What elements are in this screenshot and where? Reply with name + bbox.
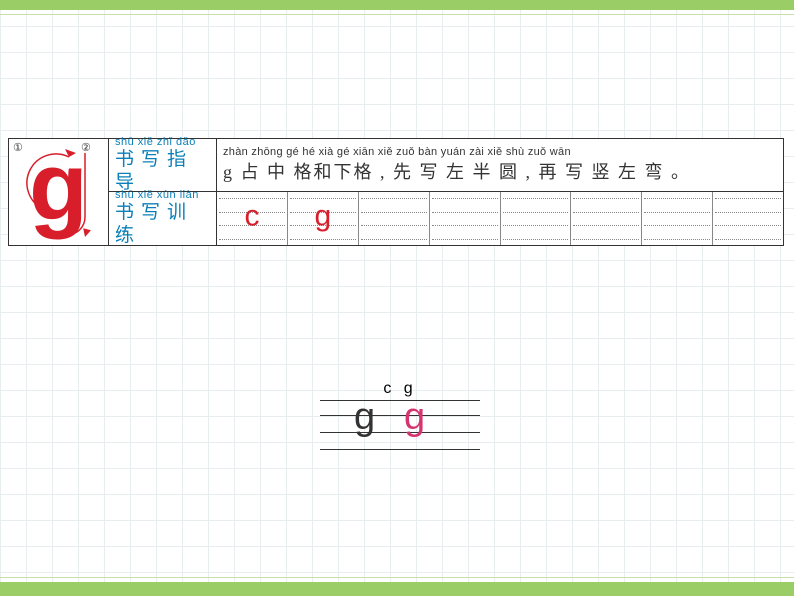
big-letter-cell: ① ② g [9,139,109,245]
practice-cell [571,192,642,245]
lower-example: c g gg [320,380,480,450]
guide-label-cell: shū xiě zhǐ dǎo 书写指导 [109,139,217,191]
practice-cell [501,192,572,245]
practice-cell [359,192,430,245]
guide-pinyin-text: zhàn zhōng gé hé xià gé xiān xiě zuǒ bàn… [223,146,777,158]
practice-cell [642,192,713,245]
practice-letter: g [314,199,331,233]
example-letter: g [354,404,375,431]
lower-top-text: c g [320,380,480,400]
instruction-right-column: shū xiě zhǐ dǎo 书写指导 zhàn zhōng gé hé xi… [109,139,783,245]
example-letter: g [404,404,425,431]
practice-cell: g [288,192,359,245]
guide-label-hanzi: 书写指导 [115,149,210,195]
practice-label-pinyin: shū xiě xùn liàn [115,189,210,202]
practice-letter: c [244,199,259,233]
guide-label-pinyin: shū xiě zhǐ dǎo [115,136,210,149]
bottom-green-line [0,577,794,578]
practice-label-cell: shū xiě xùn liàn 书写训练 [109,192,217,245]
guide-hanzi-text: g 占 中 格和下格 , 先 写 左 半 圆 , 再 写 竖 左 弯 。 [223,158,777,184]
background-grid [0,0,794,596]
writing-guide-row: shū xiě zhǐ dǎo 书写指导 zhàn zhōng gé hé xi… [109,139,783,192]
top-green-line [0,14,794,15]
practice-cell: c [217,192,288,245]
writing-practice-row: shū xiě xùn liàn 书写训练 cg [109,192,783,245]
demo-letter-g: g [29,153,88,220]
guide-text-cell: zhàn zhōng gé hé xià gé xiān xiě zuǒ bàn… [217,139,783,191]
practice-label-hanzi: 书写训练 [115,202,210,248]
practice-cell [430,192,501,245]
four-line-box: gg [320,400,480,450]
bottom-green-bar [0,582,794,596]
practice-cell [713,192,783,245]
practice-cells-container: cg [217,192,783,245]
instruction-box: ① ② g shū xiě zhǐ dǎo 书写指导 zhàn zhōng gé… [8,138,784,246]
top-green-bar [0,0,794,10]
